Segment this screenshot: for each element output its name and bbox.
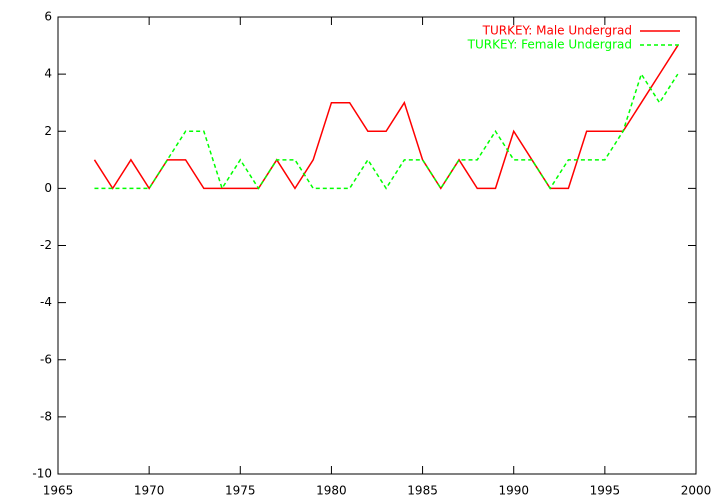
x-tick-label: 1975 (225, 484, 256, 498)
y-tick-label: 2 (44, 124, 52, 138)
y-tick-label: -6 (40, 352, 52, 366)
x-tick-label: 1980 (316, 484, 347, 498)
x-tick-label: 1985 (407, 484, 438, 498)
x-tick-label: 1990 (498, 484, 529, 498)
y-tick-label: -2 (40, 238, 52, 252)
x-tick-label: 1970 (134, 484, 165, 498)
y-tick-label: 0 (44, 181, 52, 195)
y-tick-label: -8 (40, 409, 52, 423)
y-tick-label: 6 (44, 10, 52, 24)
legend-label: TURKEY: Male Undergrad (482, 24, 632, 38)
y-tick-label: 4 (44, 67, 52, 81)
y-tick-label: -10 (32, 467, 52, 481)
y-tick-label: -4 (40, 295, 52, 309)
x-tick-label: 1965 (43, 484, 74, 498)
plot-border (57, 16, 697, 475)
series-line (94, 72, 679, 191)
x-tick-label: 2000 (681, 484, 712, 498)
legend-label: TURKEY: Female Undergrad (467, 38, 632, 52)
series-line (93, 45, 679, 190)
x-tick-label: 1995 (590, 484, 621, 498)
